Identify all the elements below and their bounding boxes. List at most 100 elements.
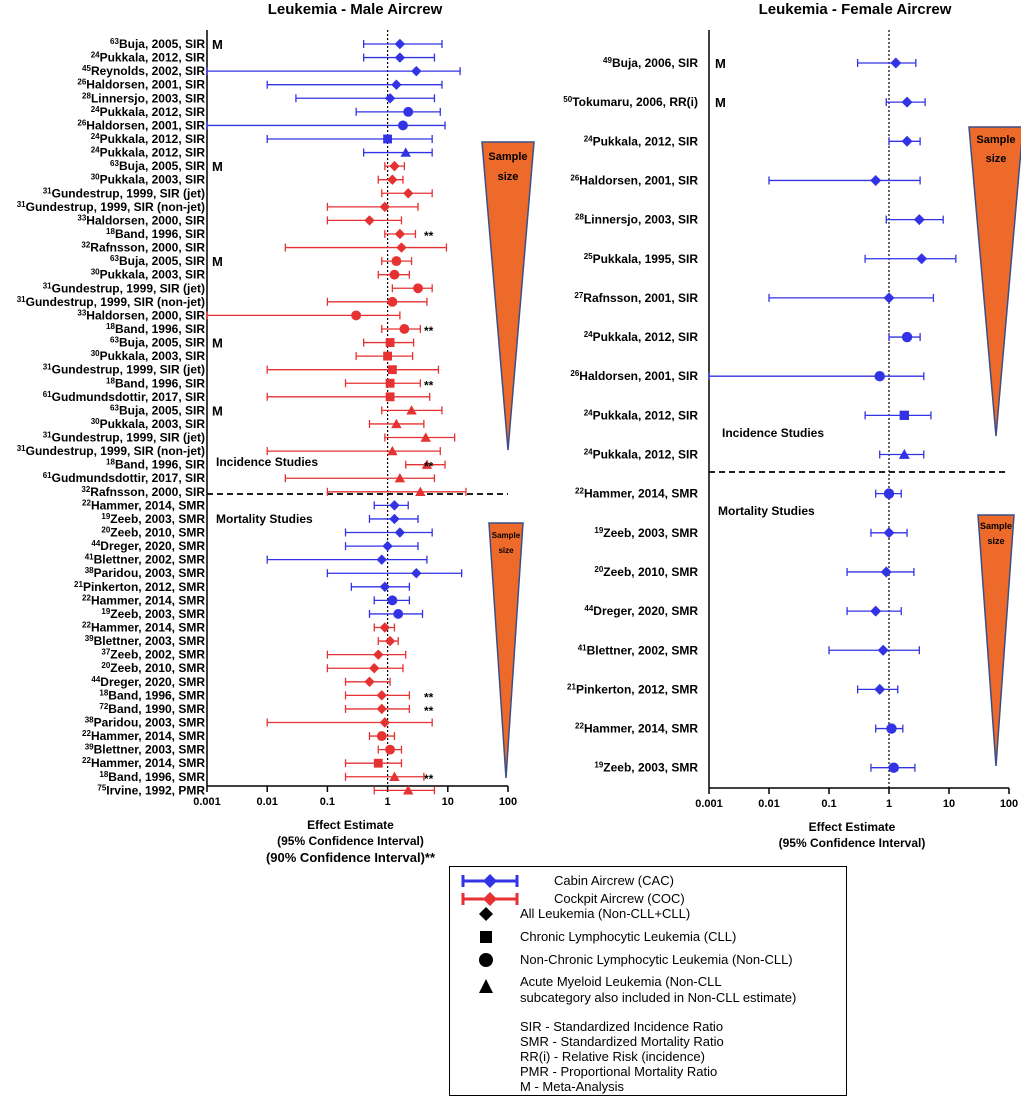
point-estimate-diamond bbox=[890, 57, 902, 69]
study-ref: 21 bbox=[74, 579, 83, 588]
study-label: 18Band, 1996, SIR bbox=[106, 321, 205, 336]
study-label: 20Zeeb, 2010, SMR bbox=[594, 564, 698, 579]
forest-row: 31Gundestrup, 1999, SIR (non-jet) bbox=[17, 444, 441, 458]
point-estimate-circle bbox=[413, 283, 423, 294]
study-ref: 21 bbox=[567, 682, 576, 691]
study-name: Zeeb, 2003, SMR bbox=[603, 761, 698, 775]
ci90-marker: ** bbox=[424, 378, 434, 392]
study-name: Gundestrup, 1999, SIR (non-jet) bbox=[26, 444, 205, 458]
forest-row: 25Pukkala, 1995, SIR bbox=[584, 251, 957, 266]
point-estimate-circle bbox=[351, 310, 362, 321]
point-estimate-diamond bbox=[384, 635, 396, 647]
x-tick-label: 1 bbox=[385, 796, 391, 808]
study-label: 32Rafnsson, 2000, SIR bbox=[81, 484, 205, 499]
forest-row: 24Pukkala, 2012, SIR bbox=[584, 330, 921, 344]
sample-size-label: Sample bbox=[492, 531, 521, 540]
forest-row: 18Band, 1996, SIR ** bbox=[106, 376, 434, 393]
forest-row: 22Hammer, 2014, SMR bbox=[82, 498, 409, 513]
point-estimate-diamond bbox=[874, 683, 886, 695]
x-tick-label: 100 bbox=[499, 796, 517, 808]
forest-row: 21Pinkerton, 2012, SMR bbox=[74, 579, 411, 594]
study-label: 19Zeeb, 2003, SMR bbox=[101, 511, 205, 526]
legend-coc-swatch bbox=[461, 892, 519, 906]
point-estimate-diamond bbox=[880, 566, 892, 578]
forest-row: 18Band, 1996, SIR ** bbox=[106, 321, 434, 338]
study-label: 38Paridou, 2003, SMR bbox=[85, 715, 206, 730]
study-ref: 33 bbox=[77, 213, 86, 222]
study-ref: 22 bbox=[82, 729, 91, 738]
study-label: 22Hammer, 2014, SMR bbox=[82, 498, 205, 513]
x-tick-label: 1 bbox=[886, 798, 892, 810]
point-estimate-diamond bbox=[883, 527, 895, 539]
point-estimate-diamond bbox=[394, 228, 406, 240]
study-ref: 32 bbox=[81, 484, 90, 493]
point-estimate-diamond bbox=[389, 513, 400, 525]
abbr-pmr: PMR - Proportional Mortality Ratio bbox=[520, 1064, 718, 1079]
study-label: 30Pukkala, 2003, SIR bbox=[91, 172, 206, 187]
forest-row: 18Band, 1996, SMR ** bbox=[99, 688, 433, 705]
study-label: 31Gundestrup, 1999, SIR (jet) bbox=[43, 430, 205, 445]
point-estimate-triangle bbox=[400, 147, 411, 157]
study-label: 41Blettner, 2002, SMR bbox=[578, 643, 699, 658]
abbr-smr: SMR - Standardized Mortality Ratio bbox=[520, 1034, 724, 1049]
x-axis-label: Effect Estimate bbox=[307, 818, 394, 832]
study-name: Haldorsen, 2000, SIR bbox=[86, 308, 205, 322]
sample-size-label: size bbox=[498, 171, 519, 183]
study-name: Pukkala, 2003, SIR bbox=[100, 173, 206, 187]
point-estimate-diamond bbox=[394, 38, 406, 50]
study-label: 31Gundestrup, 1999, SIR (non-jet) bbox=[17, 199, 205, 214]
study-name: Pukkala, 2012, SIR bbox=[100, 132, 206, 146]
study-ref: 38 bbox=[85, 566, 94, 575]
study-name: Blettner, 2003, SMR bbox=[94, 743, 206, 757]
study-ref: 31 bbox=[43, 362, 52, 371]
abbr-sir: SIR - Standardized Incidence Ratio bbox=[520, 1019, 724, 1034]
study-label: 26Haldorsen, 2001, SIR bbox=[77, 77, 205, 92]
study-label: 41Blettner, 2002, SMR bbox=[85, 552, 206, 567]
forest-row: 30Pukkala, 2003, SIR bbox=[91, 172, 404, 187]
point-estimate-triangle bbox=[391, 418, 402, 429]
forest-row: 24Pukkala, 2012, SIR bbox=[91, 104, 441, 119]
legend-circle-icon bbox=[479, 953, 493, 967]
study-ref: 18 bbox=[106, 376, 115, 385]
study-label: 50Tokumaru, 2006, RR(i) bbox=[563, 95, 698, 110]
point-estimate-circle bbox=[886, 723, 897, 734]
x-tick-label: 0.001 bbox=[193, 796, 221, 808]
study-ref: 31 bbox=[43, 186, 52, 195]
section-label: Mortality Studies bbox=[718, 504, 815, 518]
study-ref: 26 bbox=[570, 369, 579, 378]
forest-row: 30Pukkala, 2003, SIR bbox=[91, 349, 414, 363]
study-name: Pukkala, 2003, SIR bbox=[100, 417, 206, 431]
point-estimate-circle bbox=[391, 256, 402, 267]
forest-row: 19Zeeb, 2003, SMR bbox=[594, 760, 916, 775]
study-label: 63Buja, 2005, SIR bbox=[110, 159, 205, 174]
legend-box: Cabin Aircrew (CAC) Cockpit Aircrew (COC… bbox=[449, 866, 847, 1096]
legend-diamond-icon bbox=[479, 907, 493, 921]
forest-row: 50Tokumaru, 2006, RR(i) M bbox=[563, 95, 926, 110]
study-ref: 45 bbox=[82, 64, 91, 73]
study-name: Buja, 2005, SIR bbox=[119, 37, 205, 51]
study-ref: 20 bbox=[594, 564, 603, 573]
study-name: Hammer, 2014, SMR bbox=[91, 593, 205, 607]
forest-row: 45Reynolds, 2002, SIR bbox=[82, 64, 461, 78]
point-estimate-diamond bbox=[376, 690, 387, 701]
point-estimate-diamond bbox=[913, 214, 925, 226]
forest-row: 18Band, 1996, SMR ** bbox=[99, 769, 433, 786]
study-label: 63Buja, 2005, SIR bbox=[110, 254, 205, 269]
point-estimate-diamond bbox=[411, 65, 422, 77]
point-estimate-circle bbox=[883, 488, 895, 499]
study-ref: 19 bbox=[101, 511, 110, 520]
study-label: 22Hammer, 2014, SMR bbox=[82, 593, 205, 608]
abbr-m: M - Meta-Analysis bbox=[520, 1079, 625, 1094]
study-ref: 19 bbox=[594, 525, 603, 534]
study-label: 31Gundestrup, 1999, SIR (jet) bbox=[43, 362, 205, 377]
point-estimate-diamond bbox=[387, 174, 398, 185]
point-estimate-diamond bbox=[379, 622, 391, 633]
point-estimate-diamond bbox=[411, 568, 422, 579]
x-axis-label: Effect Estimate bbox=[809, 820, 896, 834]
point-estimate-triangle bbox=[406, 405, 417, 415]
study-label: 49Buja, 2006, SIR bbox=[603, 56, 698, 71]
forest-row: 18Band, 1996, SIR ** bbox=[106, 457, 446, 474]
forest-row: 72Band, 1990, SMR ** bbox=[99, 701, 433, 718]
study-ref: 18 bbox=[99, 688, 108, 697]
study-label: 30Pukkala, 2003, SIR bbox=[91, 416, 206, 431]
